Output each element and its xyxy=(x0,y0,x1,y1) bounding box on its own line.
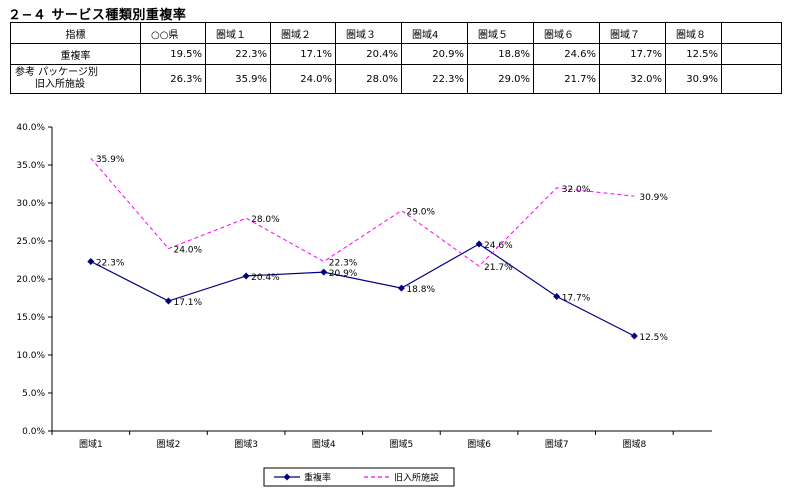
data-point xyxy=(630,332,638,340)
table-cell: 35.9% xyxy=(205,64,271,94)
y-tick-label: 5.0% xyxy=(22,389,45,399)
data-label: 17.7% xyxy=(562,293,591,303)
data-point xyxy=(164,297,172,305)
plot-area: 0.0% 5.0% 10.0% 15.0% 20.0% 25.0% 30.0% 35.0% 40… xyxy=(16,123,712,487)
table-cell: 21.7% xyxy=(533,64,600,94)
table-row-label: 参考 パッケージ別 旧入所施設 xyxy=(10,64,141,94)
page-title: ２−４ サービス種類別重複率 xyxy=(8,8,187,23)
table-cell: 32.0% xyxy=(599,64,666,94)
data-point xyxy=(397,284,405,292)
data-point xyxy=(475,240,483,248)
data-label: 24.0% xyxy=(173,246,202,256)
table-cell: 30.9% xyxy=(665,64,722,94)
x-tick-label: 圏域8 xyxy=(622,438,646,450)
legend-label: 重複率 xyxy=(304,472,331,484)
table-cell: 24.0% xyxy=(270,64,336,94)
data-label: 35.9% xyxy=(96,155,125,165)
table-blank-cell xyxy=(721,64,782,94)
x-tick-label: 圏域3 xyxy=(234,438,258,450)
x-tick-label: 圏域7 xyxy=(545,438,569,450)
x-tick-label: 圏域4 xyxy=(312,438,336,450)
data-label: 20.9% xyxy=(329,269,358,279)
table-cell: 28.0% xyxy=(335,64,402,94)
y-tick-label: 30.0% xyxy=(16,199,45,209)
table-cell: 22.3% xyxy=(401,64,468,94)
series-line-2 xyxy=(90,157,635,267)
data-label: 17.1% xyxy=(173,298,202,308)
data-label: 21.7% xyxy=(484,263,513,273)
table-cell: 26.3% xyxy=(140,64,206,94)
data-label: 22.3% xyxy=(329,259,358,269)
table-row-label-line2: 旧入所施設 xyxy=(35,79,85,90)
x-tick-label: 圏域2 xyxy=(157,438,181,450)
x-tick-label: 圏域5 xyxy=(390,438,414,450)
series-line-1 xyxy=(90,243,635,337)
legend-marker xyxy=(283,473,291,481)
data-label: 28.0% xyxy=(251,215,280,225)
y-tick-label: 35.0% xyxy=(16,161,45,171)
data-label: 32.0% xyxy=(562,185,591,195)
y-tick-label: 40.0% xyxy=(16,123,45,133)
data-table: 指標 ○○県 圏域１ 圏域２ 圏域３ 圏域4 圏域５ 圏域６ 圏域７ 圏域８ 重… xyxy=(10,22,782,94)
data-point xyxy=(242,272,250,280)
data-label: 18.8% xyxy=(406,285,435,295)
data-label: 30.9% xyxy=(639,193,668,203)
table-row: 参考 パッケージ別 旧入所施設 26.3% 35.9% 24.0% 28.0% … xyxy=(10,64,782,94)
data-point xyxy=(320,268,328,276)
data-point xyxy=(87,258,95,266)
table-row-label-line1: 参考 パッケージ別 xyxy=(15,67,98,78)
data-label: 20.4% xyxy=(251,273,280,283)
y-tick-label: 15.0% xyxy=(16,313,45,323)
data-label: 12.5% xyxy=(639,333,668,343)
y-tick-label: 0.0% xyxy=(22,427,45,437)
y-tick-label: 10.0% xyxy=(16,351,45,361)
data-label: 29.0% xyxy=(406,208,435,218)
x-tick-label: 圏域6 xyxy=(467,438,491,450)
y-tick-label: 25.0% xyxy=(16,237,45,247)
y-tick-label: 20.0% xyxy=(16,275,45,285)
x-tick-label: 圏域1 xyxy=(79,438,103,450)
legend-box xyxy=(263,467,455,487)
data-label: 22.3% xyxy=(96,259,125,269)
data-point xyxy=(553,292,561,300)
legend-label: 旧入所施設 xyxy=(394,472,439,484)
